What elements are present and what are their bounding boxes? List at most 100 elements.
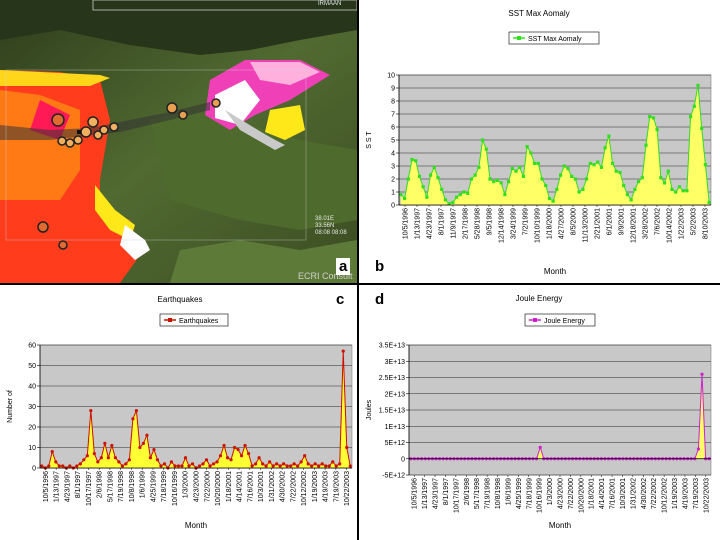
data-point (317, 464, 321, 468)
x-tick-label: 7/22/2000 (568, 478, 575, 509)
data-point (117, 460, 121, 464)
data-point (700, 372, 704, 376)
satellite-map (0, 0, 357, 283)
haze-plume (225, 110, 285, 150)
series-area (400, 85, 710, 205)
x-tick-label: 4/19/2003 (682, 478, 689, 509)
data-point (204, 458, 209, 462)
anomaly-south-white (120, 225, 150, 260)
data-point (607, 134, 611, 138)
map-coordinate-lat: 38.01E (315, 216, 335, 222)
data-point (651, 116, 656, 120)
x-tick-label: 1/6/1999 (140, 471, 147, 498)
data-point (703, 163, 708, 167)
x-tick-label: 10/5/1996 (43, 471, 50, 502)
data-point (544, 183, 548, 188)
x-tick-label: 12/14/1998 (499, 208, 506, 243)
data-point (666, 169, 670, 173)
data-point (540, 177, 544, 181)
data-point (518, 165, 522, 169)
data-point (345, 445, 349, 450)
data-point (614, 169, 618, 173)
data-point (696, 447, 701, 451)
data-point (246, 452, 251, 456)
x-tick-label: 5/17/1998 (474, 478, 481, 509)
x-tick-label: 10/14/2002 (667, 208, 674, 243)
y-tick-label: 6 (391, 125, 395, 132)
data-point (506, 180, 511, 184)
x-tick-label: 4/30/2002 (641, 478, 648, 509)
data-point (566, 167, 570, 171)
data-point (681, 189, 685, 193)
data-point (662, 181, 667, 185)
y-tick-label: 40 (28, 384, 36, 391)
data-point (180, 464, 184, 468)
y-tick-label: 2.5E+13 (379, 375, 405, 382)
data-point (232, 445, 237, 450)
data-point (261, 462, 265, 466)
data-point (707, 200, 711, 204)
epicenter-marker (109, 122, 119, 132)
joule-chart: Joule Energy Joule Energy -5E+12 0 5E+12 1E+1… (366, 294, 712, 530)
data-point (85, 454, 89, 458)
data-point (176, 464, 181, 468)
map-time: 08:08 08:08 (315, 230, 347, 236)
data-point (47, 464, 51, 468)
data-point (78, 462, 82, 466)
map-coordinate-lon: 33.56N (315, 223, 335, 229)
data-point (521, 174, 526, 178)
data-point (306, 462, 310, 466)
epicenter-marker (58, 240, 68, 250)
data-point (570, 174, 574, 178)
x-tick-label: 1/31/2002 (630, 478, 637, 509)
data-point (625, 193, 630, 197)
epicenter-marker (211, 98, 221, 108)
data-point (92, 452, 96, 456)
x-tick-label: 1/13/1997 (415, 208, 422, 239)
x-tick-label: 1/3/2000 (183, 471, 190, 498)
data-point (320, 462, 324, 466)
data-point (555, 187, 559, 191)
data-point (659, 176, 663, 180)
x-tick-label: 8/1/1997 (75, 471, 82, 498)
data-point (229, 458, 233, 462)
x-tick-label: 1/22/2003 (679, 208, 686, 239)
data-point (50, 450, 54, 454)
data-point (169, 460, 174, 464)
y-tick-label: 8 (391, 99, 395, 106)
x-tick-label: 2/21/2001 (595, 208, 602, 239)
x-tick-label: 4/25/1999 (516, 478, 523, 509)
data-point (141, 441, 146, 445)
anomaly-east-white (215, 80, 260, 125)
epicenter-marker (178, 110, 188, 120)
x-tick-label: 1/19/2003 (312, 471, 319, 502)
data-point (618, 170, 622, 175)
legend-label: Earthquakes (179, 318, 219, 325)
x-tick-label: 10/12/2002 (662, 478, 669, 513)
epicenter-marker (65, 138, 75, 148)
x-tick-label: 10/10/1999 (535, 208, 542, 243)
x-tick-label: 4/30/2002 (280, 471, 287, 502)
data-point (61, 464, 65, 468)
data-point (40, 464, 44, 468)
data-point (57, 464, 61, 468)
epicenter-marker (99, 125, 109, 135)
data-point (581, 187, 585, 191)
x-tick-label: 1/13/1997 (422, 478, 429, 509)
x-tick-label: 10/22/2003 (344, 471, 351, 506)
x-tick-label: 10/8/1998 (129, 471, 136, 502)
data-point (577, 190, 581, 194)
data-point (536, 161, 540, 165)
x-tick-label: 7/18/1999 (161, 471, 168, 502)
data-point (82, 458, 86, 462)
panel-label-a: a (336, 258, 351, 275)
data-point (271, 464, 275, 468)
data-point (54, 460, 58, 464)
data-point (685, 189, 689, 193)
data-point (492, 180, 496, 184)
data-point (428, 173, 433, 177)
data-point (525, 144, 529, 149)
earthquakes-chart: Earthquakes Earthquakes 0 10 20 30 40 50 60 10/5/… (7, 295, 353, 530)
data-point (696, 83, 700, 87)
x-axis-title: Month (185, 521, 207, 530)
